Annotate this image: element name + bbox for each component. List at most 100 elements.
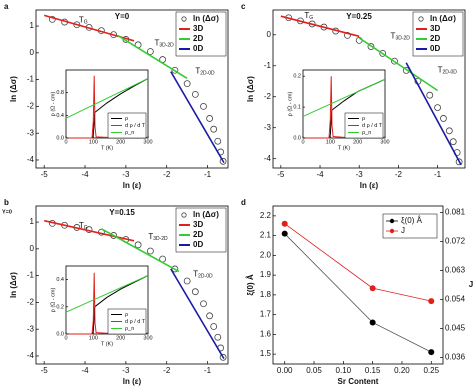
- legend-label: 3D: [193, 24, 203, 33]
- x-tick-label: 0: [64, 139, 67, 145]
- x-tick-label: 200: [116, 335, 125, 341]
- annotation: T3D-2D: [148, 232, 168, 242]
- x-tick-label: -1: [204, 366, 212, 375]
- legend-label: ln (Δσ): [193, 14, 219, 23]
- data-point: [171, 66, 179, 74]
- legend-label: ρ: [362, 116, 365, 122]
- inset-line: [68, 272, 148, 335]
- x-tick-label: -2: [395, 170, 403, 179]
- annotation-sub: 2D-0D: [442, 70, 457, 76]
- x-tick-label: -2: [163, 366, 171, 375]
- legend-label: d ρ / d T: [125, 319, 146, 325]
- y-axis-label: ξ(0) Å: [246, 274, 255, 296]
- y-tick-label: -3: [27, 128, 35, 137]
- annotation: T3D-2D: [391, 31, 411, 41]
- data-point: [281, 230, 288, 237]
- legend-box: [382, 213, 438, 239]
- panel-title: Y=0.25: [346, 12, 372, 21]
- annotation-text: T: [438, 66, 443, 75]
- annotation: T3D-2D: [154, 39, 174, 49]
- x-tick-label: 0.20: [394, 366, 410, 375]
- data-point: [391, 57, 398, 65]
- data-point: [445, 127, 453, 135]
- y-tick-label: -2: [27, 298, 35, 307]
- x-tick-label: 300: [380, 139, 389, 145]
- y2-tick-label: 0.081: [445, 208, 466, 217]
- data-point: [219, 157, 227, 165]
- x-tick-label: 0.15: [365, 366, 381, 375]
- x-tick-label: 200: [353, 139, 362, 145]
- inset-line: [305, 76, 385, 139]
- data-point: [183, 80, 191, 88]
- y-tick-label: 0.2: [293, 74, 301, 80]
- legend-label: ξ(0) Å: [401, 216, 423, 225]
- x-tick-label: -5: [277, 170, 285, 179]
- x-tick-label: 100: [89, 335, 98, 341]
- legend-label: 3D: [193, 220, 203, 229]
- x-axis-label: T (K): [101, 145, 113, 151]
- x-tick-label: 0.25: [423, 366, 439, 375]
- y-axis-label: ln (Δσ): [9, 76, 18, 102]
- data-point: [214, 333, 222, 341]
- data-point: [206, 115, 214, 122]
- y-tick-label: -4: [27, 155, 35, 164]
- x-tick-label: -4: [316, 170, 324, 179]
- data-point: [344, 32, 351, 39]
- annotation-text: T: [195, 67, 200, 76]
- x-tick-label: -5: [41, 366, 49, 375]
- annotation-text: T: [304, 11, 309, 20]
- y-tick-label: 0.0: [56, 331, 64, 337]
- corner-note: Y=0: [2, 209, 12, 215]
- legend-label: ρ: [125, 312, 128, 318]
- y-tick-label: 0: [267, 30, 272, 39]
- x-axis-label: Sr Content: [338, 377, 379, 386]
- data-point: [146, 48, 154, 55]
- y-axis-label: ρ (Ω - cm): [50, 92, 56, 117]
- data-point: [200, 103, 207, 110]
- y-tick-label: 1: [30, 217, 35, 226]
- x-axis-label: ln (ε): [360, 181, 379, 190]
- y2-tick-label: 0.036: [445, 353, 466, 362]
- annotation-text: T: [154, 39, 159, 48]
- annotation-text: T: [79, 221, 84, 230]
- fit-line: [170, 71, 225, 164]
- data-point: [369, 319, 376, 326]
- panel-label: a: [4, 2, 9, 11]
- legend-label: 2D: [430, 34, 440, 43]
- annotation: TG: [304, 11, 313, 21]
- annotation: TG: [79, 16, 88, 26]
- x-tick-label: -4: [81, 366, 89, 375]
- y-tick-label: -1: [27, 75, 35, 84]
- panel-title: Y=0: [115, 12, 130, 21]
- data-point: [440, 115, 447, 122]
- y-tick-label: 0: [30, 48, 35, 57]
- annotation-text: T: [391, 31, 396, 40]
- y-tick-label: 0.0: [56, 135, 64, 141]
- legend-label: ln (Δσ): [430, 14, 456, 23]
- y-tick-label: 0.2: [56, 304, 64, 310]
- panel-label: b: [4, 198, 9, 207]
- y-tick-label: -4: [27, 351, 35, 360]
- x-tick-label: -1: [204, 170, 212, 179]
- x-tick-label: 100: [326, 139, 335, 145]
- inset-line: [65, 275, 149, 313]
- y2-tick-label: 0.063: [445, 266, 466, 275]
- annotation-sub: 2D-0D: [200, 71, 215, 77]
- fit-line: [170, 268, 225, 360]
- data-point: [210, 323, 218, 330]
- annotation-sub: 3D-2D: [159, 43, 174, 49]
- data-point: [214, 137, 222, 145]
- data-point: [426, 91, 434, 99]
- y2-tick-label: 0.054: [445, 295, 466, 304]
- y-tick-label: 0: [30, 244, 35, 253]
- annotation: T2D-0D: [193, 269, 213, 279]
- y-axis-label: ln (Δσ): [246, 76, 255, 102]
- x-tick-label: 0.05: [306, 366, 322, 375]
- annotation-sub: 3D-2D: [153, 236, 168, 242]
- data-point: [369, 285, 376, 292]
- legend-label: ρ_n: [125, 326, 134, 332]
- fit-line: [405, 62, 462, 166]
- legend-label: d ρ / d T: [125, 123, 146, 129]
- legend-marker: [181, 16, 187, 22]
- data-point: [191, 288, 199, 296]
